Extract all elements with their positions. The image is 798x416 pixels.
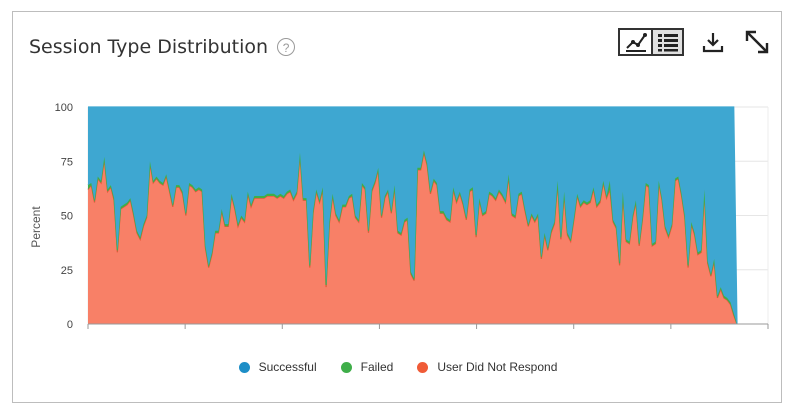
list-icon [657,34,678,52]
panel-header: Session Type Distribution ? [29,33,296,61]
line-chart-view-button[interactable] [618,28,651,56]
legend-dot-icon [340,361,352,373]
legend-label: Successful [258,360,317,374]
y-tick-label: 75 [61,156,73,168]
legend-dot-icon [417,361,429,373]
area-user-did-not-respond [88,152,737,324]
help-icon[interactable]: ? [277,38,296,56]
session-type-distribution-panel: Session Type Distribution ? [12,11,782,403]
legend-label: Failed [360,360,394,374]
legend-item-user-did-not-respond[interactable]: User Did Not Respond [417,360,557,374]
chart-toolbar [618,27,772,57]
chart-legend: Successful Failed User Did Not Respond [13,360,783,374]
expand-button[interactable] [742,28,772,56]
legend-dot-icon [238,361,250,373]
y-tick-label: 25 [61,265,73,277]
legend-item-successful[interactable]: Successful [238,360,317,374]
panel-title: Session Type Distribution [29,36,269,58]
stacked-area-chart: 0 25 50 75 100 Percent [29,102,769,331]
y-axis-label: Percent [29,206,43,248]
expand-icon [745,30,769,54]
legend-item-failed[interactable]: Failed [340,360,394,374]
download-button[interactable] [698,28,728,56]
legend-label: User Did Not Respond [437,360,558,374]
line-chart-icon [625,33,647,52]
y-tick-label: 50 [61,211,73,223]
area-successful [88,107,737,324]
download-icon [702,33,724,53]
area-series [87,106,738,325]
line-successful [88,106,738,325]
y-tick-label: 100 [55,102,73,114]
table-view-button[interactable] [651,28,684,56]
axes: 0 25 50 75 100 [55,102,769,331]
y-tick-label: 0 [67,319,73,331]
